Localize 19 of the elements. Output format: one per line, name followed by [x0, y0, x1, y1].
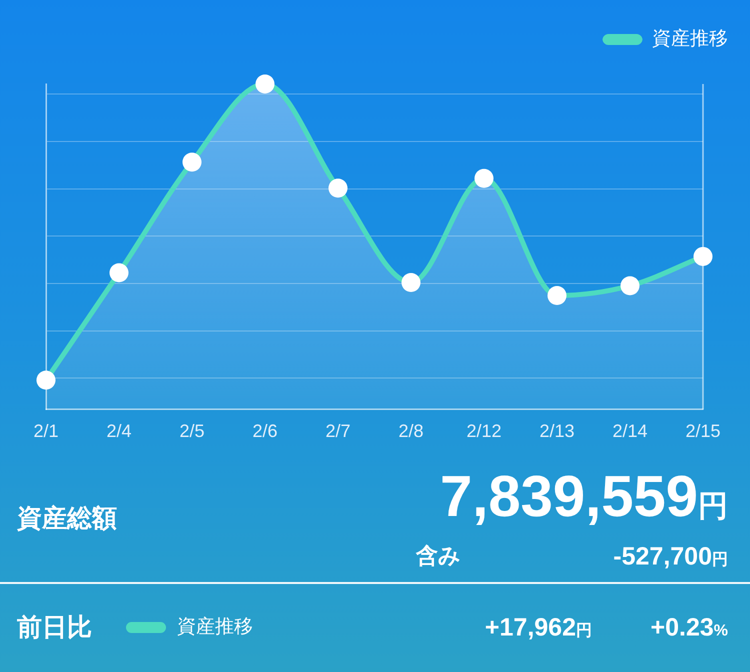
text: 含み: [416, 543, 461, 568]
x-tick-label: 2/8: [398, 421, 424, 442]
text: +0.23%: [650, 614, 728, 642]
x-tick-label: 2/12: [466, 421, 502, 442]
legend-label: 資産推移: [652, 28, 728, 50]
text: -527,700円: [613, 542, 728, 570]
x-tick-label: 2/1: [33, 421, 59, 442]
x-tick-label: 2/4: [106, 421, 132, 442]
text: +17,962円: [484, 614, 592, 642]
x-tick-label: 2/7: [325, 421, 351, 442]
x-tick-label: 2/13: [539, 421, 575, 442]
x-tick-label: 2/6: [252, 421, 278, 442]
text: 前日比: [17, 614, 92, 642]
text: 7,839,559円: [440, 464, 728, 529]
text: 資産総額: [17, 504, 117, 532]
x-tick-label: 2/15: [685, 421, 721, 442]
x-tick-label: 2/5: [179, 421, 205, 442]
x-tick-label: 2/14: [612, 421, 648, 442]
text: 資産推移: [177, 616, 253, 638]
